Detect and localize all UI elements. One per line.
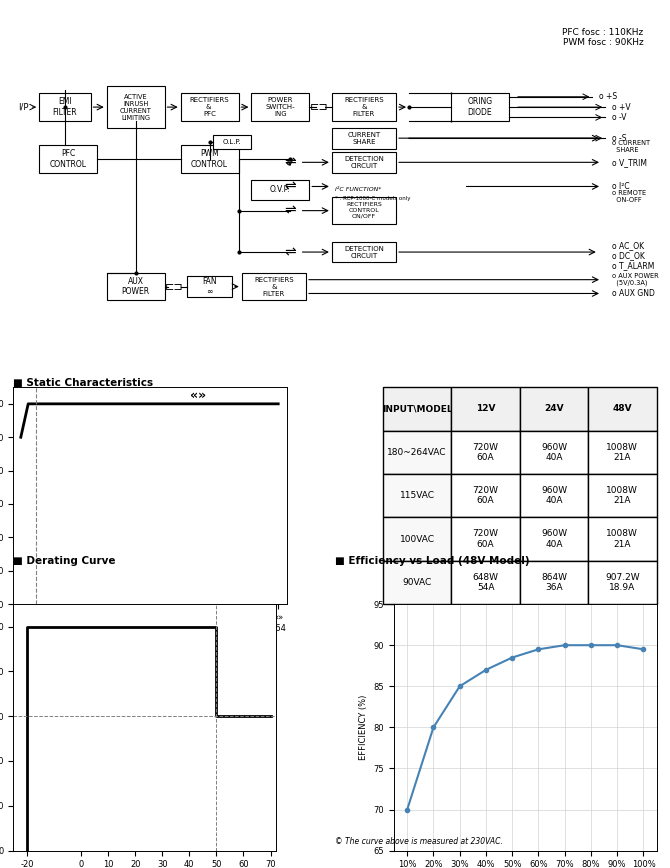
Text: ORING
DIODE: ORING DIODE — [467, 97, 492, 117]
Bar — [251, 180, 310, 201]
Text: PWM
CONTROL: PWM CONTROL — [191, 149, 228, 168]
Text: ■ Efficiency vs Load (48V Model): ■ Efficiency vs Load (48V Model) — [335, 556, 529, 566]
Text: ■ Derating Curve: ■ Derating Curve — [13, 556, 116, 566]
Bar — [181, 93, 239, 121]
Bar — [213, 135, 251, 148]
Text: PFC
CONTROL: PFC CONTROL — [50, 149, 86, 168]
X-axis label: INPUT VOLTAGE (VAC) 60Hz: INPUT VOLTAGE (VAC) 60Hz — [92, 639, 208, 648]
Text: o AC_OK: o AC_OK — [612, 240, 644, 250]
Text: AUX
POWER: AUX POWER — [121, 277, 149, 296]
Text: «»: «» — [190, 389, 206, 402]
Bar — [39, 145, 97, 173]
Bar — [107, 87, 165, 128]
Bar — [332, 152, 396, 173]
Text: ⇌: ⇌ — [284, 155, 295, 169]
Bar — [332, 128, 396, 148]
Text: o AUX POWER
  (5V/0.3A): o AUX POWER (5V/0.3A) — [612, 273, 659, 286]
Bar — [39, 93, 90, 121]
Bar — [107, 273, 165, 300]
Text: O.V.P.: O.V.P. — [270, 186, 291, 194]
Text: RECTIFIERS
&
FILTER: RECTIFIERS & FILTER — [254, 277, 293, 297]
Text: o T_ALARM: o T_ALARM — [612, 261, 654, 270]
Bar — [332, 241, 396, 262]
Text: RECTIFIERS
&
FILTER: RECTIFIERS & FILTER — [344, 97, 384, 117]
Text: ⇌: ⇌ — [284, 245, 295, 259]
Bar — [332, 93, 396, 121]
Text: ⇌: ⇌ — [284, 180, 295, 194]
Bar — [187, 276, 232, 297]
Text: RECTIFIERS
CONTROL
ON/OFF: RECTIFIERS CONTROL ON/OFF — [346, 202, 382, 219]
Text: o CURRENT
  SHARE: o CURRENT SHARE — [612, 141, 650, 154]
Text: ⇌: ⇌ — [284, 204, 295, 218]
Text: I²C FUNCTION*: I²C FUNCTION* — [335, 187, 381, 193]
Text: o DC_OK: o DC_OK — [612, 251, 645, 260]
Bar — [242, 273, 306, 300]
Text: DETECTION
CIRCUIT: DETECTION CIRCUIT — [344, 246, 384, 259]
Text: * : RCP-1000-C models only: * : RCP-1000-C models only — [335, 196, 411, 201]
Text: I/P: I/P — [18, 102, 28, 112]
Text: ⊏⊐: ⊏⊐ — [310, 102, 328, 112]
Text: CURRENT
SHARE: CURRENT SHARE — [347, 132, 381, 145]
Text: ACTIVE
INRUSH
CURRENT
LIMITING: ACTIVE INRUSH CURRENT LIMITING — [120, 94, 151, 121]
Text: ⊏⊐: ⊏⊐ — [165, 281, 184, 292]
Text: o AUX GND: o AUX GND — [612, 289, 655, 298]
Text: FAN
∞: FAN ∞ — [202, 277, 217, 296]
Text: PFC fosc : 110KHz
PWM fosc : 90KHz: PFC fosc : 110KHz PWM fosc : 90KHz — [563, 28, 644, 47]
Text: © The curve above is measured at 230VAC.: © The curve above is measured at 230VAC. — [335, 838, 503, 846]
Text: o -S: o -S — [612, 134, 626, 142]
Text: O.L.P.: O.L.P. — [222, 139, 241, 145]
Text: POWER
SWITCH-
ING: POWER SWITCH- ING — [265, 97, 295, 117]
Text: RECTIFIERS
& 
PFC: RECTIFIERS & PFC — [190, 97, 229, 117]
Y-axis label: EFFICIENCY (%): EFFICIENCY (%) — [359, 694, 368, 760]
Text: o V_TRIM: o V_TRIM — [612, 158, 647, 167]
Text: ■ Static Characteristics: ■ Static Characteristics — [13, 378, 153, 388]
Text: o I²C: o I²C — [612, 182, 629, 191]
Text: o +V: o +V — [612, 102, 630, 112]
Text: EMI
FILTER: EMI FILTER — [52, 97, 77, 117]
Bar — [251, 93, 310, 121]
Text: o REMOTE
  ON-OFF: o REMOTE ON-OFF — [612, 190, 646, 203]
Text: DETECTION
CIRCUIT: DETECTION CIRCUIT — [344, 156, 384, 168]
Text: o -V: o -V — [612, 113, 626, 122]
Text: o +S: o +S — [599, 92, 617, 102]
Bar — [332, 197, 396, 225]
Bar — [451, 93, 509, 121]
Bar — [181, 145, 239, 173]
